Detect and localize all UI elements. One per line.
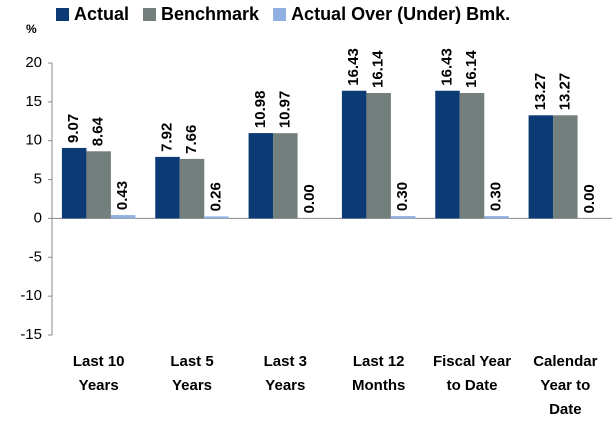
y-tick-label: -10 — [20, 287, 42, 304]
y-tick-label: 10 — [25, 132, 42, 149]
legend-swatch — [143, 8, 157, 21]
y-axis-label: % — [26, 22, 37, 36]
bar — [459, 92, 485, 219]
data-label: 16.43 — [345, 48, 362, 86]
legend-label: Actual Over (Under) Bmk. — [291, 4, 510, 24]
x-tick-label: Years — [79, 377, 119, 394]
legend-label: Actual — [74, 4, 129, 24]
data-label: 13.27 — [556, 73, 573, 111]
bar — [553, 115, 578, 219]
x-tick-label: Fiscal Year — [433, 353, 511, 370]
y-tick-label: -5 — [29, 248, 42, 265]
data-label: 10.98 — [252, 91, 269, 129]
x-tick-label: Last 5 — [170, 353, 213, 370]
x-tick-label: Date — [549, 401, 582, 418]
bar — [341, 90, 367, 219]
y-tick-label: 0 — [34, 209, 42, 226]
x-tick-label: Last 3 — [264, 353, 307, 370]
x-tick-label: Calendar — [533, 353, 597, 370]
data-label: 0.30 — [487, 182, 504, 211]
data-label: 16.43 — [438, 48, 455, 86]
data-label: 0.00 — [301, 184, 318, 213]
y-tick-label: 20 — [25, 54, 42, 71]
y-tick-label: -15 — [20, 326, 42, 343]
bar — [86, 151, 111, 219]
data-label: 0.00 — [581, 184, 598, 213]
data-label: 0.30 — [394, 182, 411, 211]
bar — [435, 90, 460, 219]
data-label: 13.27 — [532, 73, 549, 111]
bar — [61, 147, 87, 219]
x-tick-label: Years — [265, 377, 305, 394]
data-label: 7.92 — [158, 123, 175, 152]
data-label: 8.64 — [90, 116, 107, 146]
data-label: 9.07 — [65, 114, 82, 143]
legend-swatch — [56, 8, 69, 21]
data-label: 0.26 — [207, 182, 224, 211]
legend-label: Benchmark — [161, 4, 260, 24]
bar — [528, 115, 554, 219]
bar — [179, 158, 205, 219]
y-tick-label: 15 — [25, 93, 42, 110]
data-label: 16.14 — [463, 50, 480, 88]
bar — [204, 216, 229, 219]
data-label: 7.66 — [183, 125, 200, 154]
bar — [273, 133, 298, 219]
x-tick-label: Last 10 — [73, 353, 125, 370]
bar — [110, 215, 136, 219]
bar — [484, 216, 509, 219]
x-tick-label: to Date — [447, 377, 498, 394]
bar — [366, 92, 391, 219]
bar — [390, 216, 416, 219]
data-label: 0.43 — [114, 181, 131, 210]
x-tick-label: Years — [172, 377, 212, 394]
legend-swatch — [273, 8, 287, 21]
x-tick-label: Months — [352, 377, 405, 394]
bar — [248, 133, 274, 219]
data-label: 10.97 — [276, 91, 293, 129]
bar — [155, 156, 180, 219]
y-tick-label: 5 — [34, 171, 42, 188]
x-tick-label: Last 12 — [353, 353, 405, 370]
x-tick-label: Year to — [540, 377, 590, 394]
data-label: 16.14 — [370, 50, 387, 88]
